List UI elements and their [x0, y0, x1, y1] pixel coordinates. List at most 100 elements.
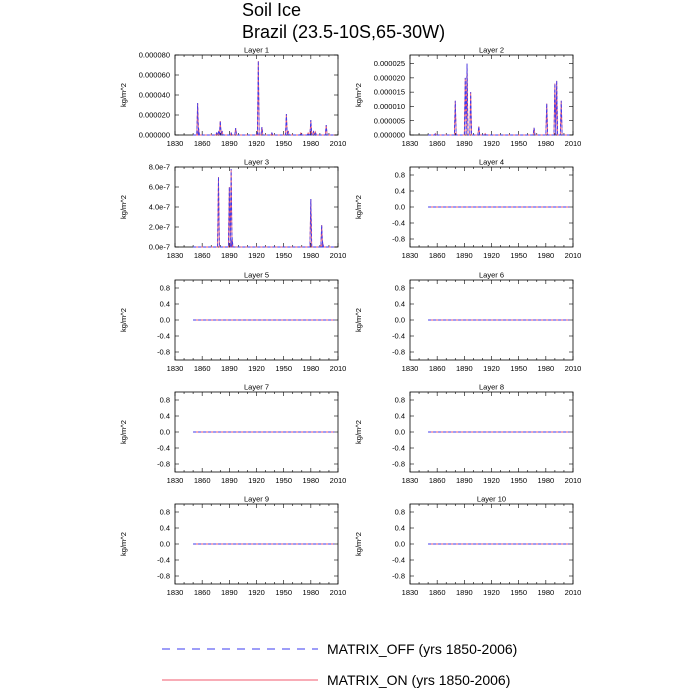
y-tick-label: 0.4: [160, 412, 170, 421]
x-tick-label: 1830: [402, 139, 419, 148]
y-tick-label: 0.000060: [139, 71, 170, 80]
x-tick-label: 1860: [194, 139, 211, 148]
x-tick-label: 1890: [221, 364, 238, 373]
x-tick-label: 1860: [194, 364, 211, 373]
y-tick-label: 6.0e-7: [149, 183, 170, 192]
series-matrix-on: [193, 168, 335, 248]
y-tick-label: 0.8: [160, 396, 170, 405]
x-tick-label: 1890: [456, 251, 473, 260]
x-tick-label: 1920: [248, 588, 265, 597]
x-tick-label: 1980: [302, 476, 319, 485]
x-tick-label: 1920: [248, 476, 265, 485]
y-tick-label: 0.4: [395, 412, 405, 421]
panel-title: Layer 3: [244, 158, 269, 167]
y-tick-label: -0.8: [392, 572, 405, 581]
panel-layer-7: Layer 7 kg/m^2 1830 1860 1890 1920 1950 1980 201…: [119, 383, 346, 486]
x-tick-label: 1980: [537, 251, 554, 260]
x-tick-label: 1890: [221, 139, 238, 148]
series-matrix-on: [193, 60, 335, 136]
legend-label-matrix-off: MATRIX_OFF (yrs 1850-2006): [327, 641, 517, 657]
y-tick-label: 0.000000: [374, 131, 405, 140]
y-tick-label: 0.000010: [374, 102, 405, 111]
x-tick-label: 2010: [565, 251, 582, 260]
x-tick-label: 1830: [402, 588, 419, 597]
y-tick-label: 0.000005: [374, 116, 405, 125]
y-tick-label: 0.4: [395, 187, 405, 196]
panel-layer-6: Layer 6 kg/m^2 1830 1860 1890 1920 1950 1980 201…: [354, 271, 581, 374]
y-tick-label: 0.8: [395, 508, 405, 517]
x-tick-label: 1980: [537, 364, 554, 373]
y-tick-label: -0.4: [157, 332, 170, 341]
x-tick-label: 1950: [275, 588, 292, 597]
y-axis-label: kg/m^2: [119, 308, 128, 332]
y-tick-label: -0.8: [157, 460, 170, 469]
x-tick-label: 1890: [221, 251, 238, 260]
y-tick-label: 0.0: [160, 540, 170, 549]
y-tick-label: 0.8: [160, 508, 170, 517]
x-tick-label: 1920: [483, 139, 500, 148]
x-tick-label: 2010: [330, 588, 347, 597]
x-tick-label: 1980: [302, 364, 319, 373]
x-tick-label: 1860: [429, 139, 446, 148]
x-tick-label: 1860: [194, 588, 211, 597]
y-tick-label: -0.8: [392, 348, 405, 357]
panel-layer-5: Layer 5 kg/m^2 1830 1860 1890 1920 1950 1980 201…: [119, 271, 346, 374]
x-tick-label: 1980: [537, 588, 554, 597]
y-tick-label: 0.8: [395, 396, 405, 405]
x-tick-label: 1920: [483, 476, 500, 485]
plot-frame: [174, 166, 339, 248]
panel-title: Layer 8: [479, 383, 504, 392]
x-tick-label: 1890: [456, 476, 473, 485]
plot-frame: [409, 54, 574, 136]
y-tick-label: 0.000020: [139, 111, 170, 120]
x-tick-label: 1950: [275, 251, 292, 260]
panel-layer-2: Layer 2 kg/m^2 1830 1860 1890 1920 1950 1980 201…: [354, 46, 581, 149]
x-tick-label: 1830: [167, 139, 184, 148]
figure-title-line-2: Brazil (23.5-10S,65-30W): [242, 22, 445, 42]
x-tick-label: 2010: [330, 476, 347, 485]
series-matrix-off: [428, 63, 570, 136]
x-tick-label: 1860: [429, 364, 446, 373]
x-tick-label: 1830: [402, 251, 419, 260]
x-tick-label: 1830: [167, 476, 184, 485]
y-tick-label: -0.4: [392, 556, 405, 565]
x-tick-label: 1980: [302, 139, 319, 148]
y-tick-label: -0.8: [157, 348, 170, 357]
x-tick-label: 1950: [510, 139, 527, 148]
x-tick-label: 1920: [483, 588, 500, 597]
x-tick-label: 1860: [429, 588, 446, 597]
panel-layer-10: Layer 10 kg/m^2 1830 1860 1890 1920 1950 1980 20…: [354, 495, 581, 598]
panel-title: Layer 10: [477, 495, 506, 504]
x-tick-label: 1890: [456, 588, 473, 597]
panel-layer-3: Layer 3 kg/m^2 1830 1860 1890 1920 1950 1980 201…: [119, 158, 346, 261]
x-tick-label: 1860: [429, 476, 446, 485]
y-tick-label: 0.4: [160, 524, 170, 533]
x-tick-label: 1830: [402, 364, 419, 373]
x-tick-label: 1980: [537, 139, 554, 148]
panel-title: Layer 9: [244, 495, 269, 504]
legend-label-matrix-on: MATRIX_ON (yrs 1850-2006): [327, 672, 510, 688]
y-tick-label: -0.4: [392, 332, 405, 341]
x-tick-label: 1890: [456, 139, 473, 148]
y-axis-label: kg/m^2: [354, 420, 363, 444]
panel-title: Layer 5: [244, 271, 269, 280]
x-tick-label: 1950: [510, 364, 527, 373]
y-tick-label: 0.0: [395, 540, 405, 549]
y-tick-label: 0.8: [395, 284, 405, 293]
y-tick-label: -0.4: [157, 556, 170, 565]
y-axis-label: kg/m^2: [354, 83, 363, 107]
x-tick-label: 2010: [330, 364, 347, 373]
panel-title: Layer 6: [479, 271, 504, 280]
x-tick-label: 2010: [565, 476, 582, 485]
y-axis-label: kg/m^2: [354, 195, 363, 219]
x-tick-label: 1950: [275, 476, 292, 485]
y-tick-label: 0.8: [395, 171, 405, 180]
x-tick-label: 1950: [510, 476, 527, 485]
x-tick-label: 1950: [275, 364, 292, 373]
x-tick-label: 1890: [456, 364, 473, 373]
y-tick-label: 0.000040: [139, 91, 170, 100]
y-axis-label: kg/m^2: [119, 195, 128, 219]
x-tick-label: 1920: [483, 364, 500, 373]
x-tick-label: 1860: [194, 251, 211, 260]
